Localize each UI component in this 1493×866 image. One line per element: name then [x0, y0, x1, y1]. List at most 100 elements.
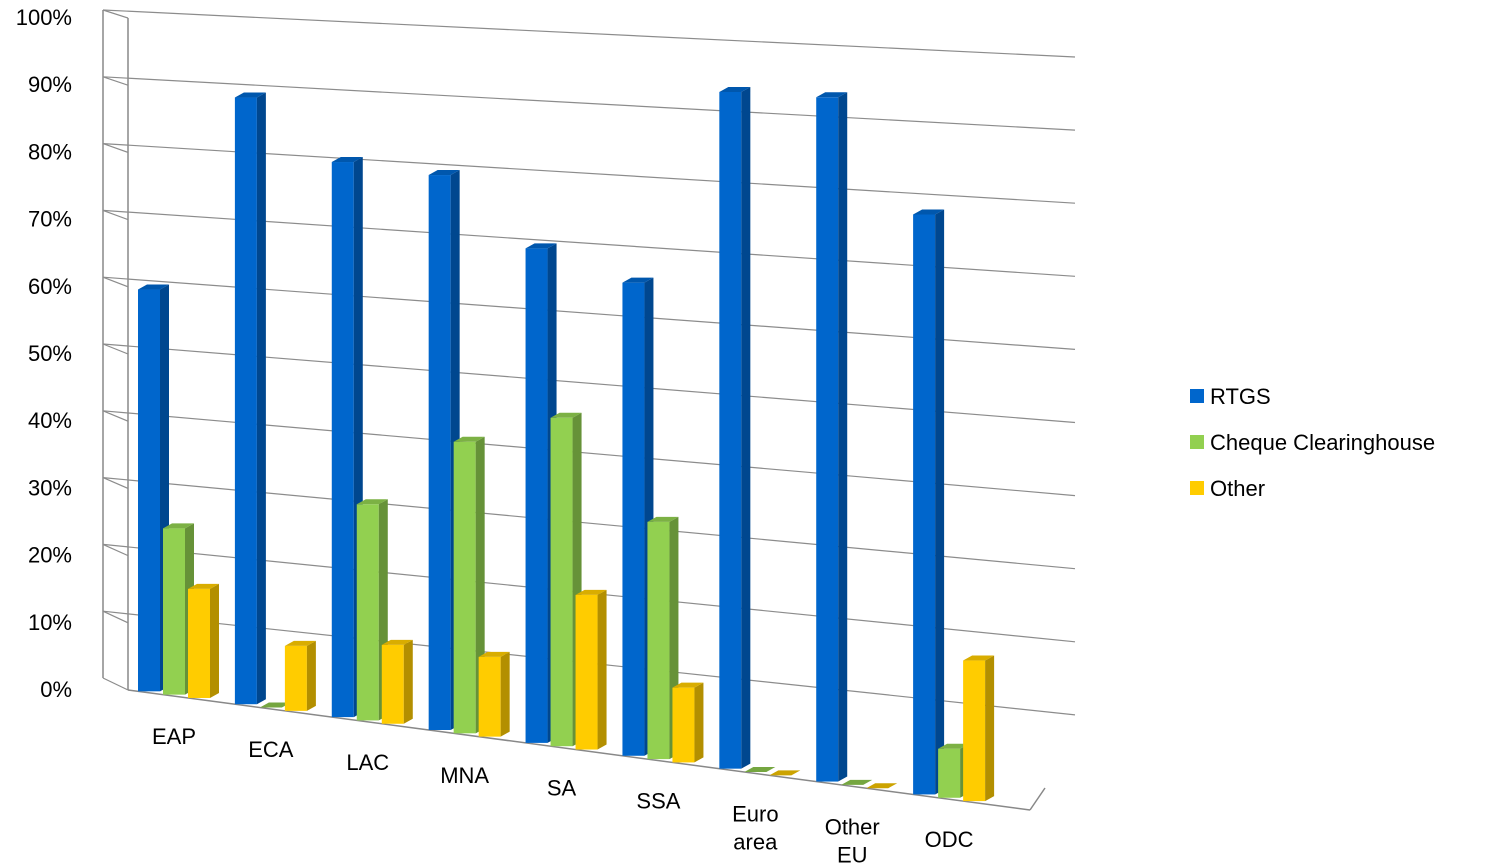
bar-other: [575, 589, 607, 750]
bar-top: [138, 284, 169, 290]
bar-flat: [259, 702, 291, 708]
bar-top: [913, 209, 945, 215]
bar-front: [816, 97, 839, 782]
bar-other: [284, 640, 316, 711]
bar-front: [672, 687, 695, 763]
x-tick-label: EAP: [152, 724, 196, 749]
bar-front: [575, 594, 598, 750]
legend-swatch: [1190, 435, 1204, 449]
bar-front: [622, 282, 645, 756]
x-tick-label: ECA: [248, 737, 294, 762]
bar-front: [938, 748, 961, 798]
gridline-side: [102, 610, 129, 624]
bar-side: [838, 92, 848, 782]
bar-front: [913, 214, 936, 795]
bar-rtgs: [719, 86, 751, 769]
bar-top: [331, 157, 363, 163]
floor-front-edge: [127, 689, 1031, 811]
bar-side: [500, 651, 510, 737]
bar-side: [597, 589, 607, 750]
y-tick-label: 20%: [28, 543, 72, 568]
bar-front: [428, 175, 451, 731]
legend-label: Other: [1210, 476, 1265, 501]
gridline-side: [102, 209, 129, 221]
bar-top: [672, 682, 704, 688]
legend: RTGS Cheque Clearinghouse Other: [1190, 384, 1435, 501]
bar-other: [672, 682, 704, 763]
gridline-side: [102, 677, 129, 691]
gridline-side: [102, 477, 129, 489]
bar-top: [234, 92, 266, 98]
bar-side: [985, 655, 995, 802]
x-axis: EAP ECA LAC MNA SA SSA Euro area Other EU ODC: [152, 724, 974, 866]
y-tick-label: 100%: [16, 5, 72, 30]
bar-side: [741, 86, 751, 769]
legend-label: Cheque Clearinghouse: [1210, 430, 1435, 455]
x-tick-label: SA: [547, 776, 577, 801]
bar-rtgs: [913, 209, 945, 795]
bar-other: [188, 583, 219, 698]
bar-side: [210, 583, 219, 698]
x-tick-label: LAC: [346, 750, 389, 775]
bar-front: [188, 588, 210, 698]
x-tick-label: Other EU: [825, 814, 880, 866]
bar-side: [403, 639, 413, 724]
y-tick-label: 10%: [28, 610, 72, 635]
bar-top: [188, 583, 219, 589]
bar-rtgs: [234, 92, 266, 705]
bar-top: [647, 516, 679, 522]
gridline-side: [102, 9, 129, 19]
gridline-side: [102, 76, 129, 86]
x-tick-label: MNA: [440, 763, 489, 788]
gridline-side: [102, 410, 129, 422]
bar-front: [647, 521, 670, 760]
gridline-side: [102, 276, 129, 288]
bar-top: [622, 277, 654, 283]
y-tick-label: 30%: [28, 475, 72, 500]
bar-top: [963, 655, 995, 661]
bar-flat: [866, 783, 898, 789]
y-axis: 0% 10% 20% 30% 40% 50% 60% 70% 80% 90% 100%: [16, 5, 72, 702]
bar-front: [138, 289, 160, 692]
x-tick-label: ODC: [925, 827, 974, 852]
bar-side: [935, 209, 945, 795]
bar-top: [428, 170, 460, 176]
bar-front: [453, 441, 476, 734]
bar-front: [356, 504, 379, 721]
bar-flat: [744, 766, 776, 772]
bar-cheque-clearinghouse: [356, 499, 388, 721]
bar-top: [163, 523, 194, 529]
bar-top: [816, 92, 848, 98]
bar-cheque-clearinghouse: [259, 702, 291, 708]
y-tick-label: 80%: [28, 139, 72, 164]
y-tick-label: 60%: [28, 274, 72, 299]
y-tick-label: 90%: [28, 72, 72, 97]
bar-cheque-clearinghouse: [841, 779, 873, 785]
bar-flat: [769, 770, 801, 776]
x-tick-label: SSA: [636, 789, 680, 814]
bar-top: [478, 651, 510, 657]
bar-top: [453, 436, 485, 442]
legend-item: Cheque Clearinghouse: [1190, 430, 1435, 455]
bar-front: [331, 162, 354, 718]
bar-top: [381, 639, 413, 645]
bar-top: [525, 243, 557, 249]
y-tick-label: 50%: [28, 341, 72, 366]
legend-swatch: [1190, 481, 1204, 495]
bar-top: [938, 743, 970, 749]
bar-other: [963, 655, 995, 802]
y-tick-label: 0%: [40, 677, 72, 702]
bar-top: [356, 499, 388, 505]
floor-right-edge: [1029, 787, 1046, 811]
bar-front: [284, 645, 307, 711]
gridline: [102, 9, 1076, 58]
gridline-side: [102, 343, 129, 355]
bar-other: [381, 639, 413, 724]
bar-front: [525, 248, 548, 743]
bar-cheque-clearinghouse: [744, 766, 776, 772]
legend-label: RTGS: [1210, 384, 1271, 409]
bar-side: [256, 92, 266, 705]
bar-other: [769, 770, 801, 776]
gridline: [102, 76, 1076, 131]
